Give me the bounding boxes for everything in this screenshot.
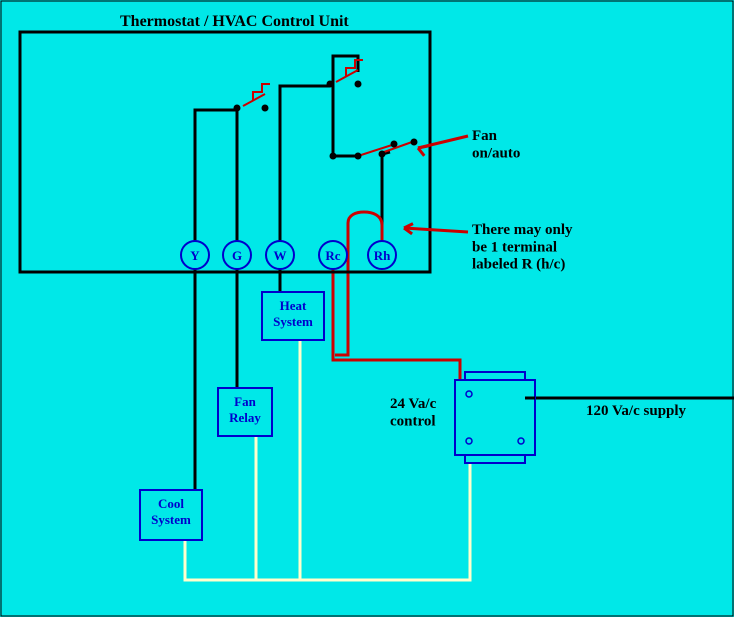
terminal-rh: Rh — [374, 248, 391, 263]
svg-text:Fan: Fan — [234, 394, 256, 409]
svg-text:Relay: Relay — [229, 410, 261, 425]
svg-text:There may only: There may only — [472, 222, 573, 238]
terminal-rc: Rc — [325, 248, 340, 263]
svg-text:24 Va/c: 24 Va/c — [390, 396, 437, 412]
svg-text:Cool: Cool — [158, 496, 184, 511]
svg-text:Thermostat / HVAC Control Unit: Thermostat / HVAC Control Unit — [120, 13, 349, 30]
svg-text:120 Va/c supply: 120 Va/c supply — [586, 403, 687, 419]
svg-text:on/auto: on/auto — [472, 145, 520, 161]
svg-text:labeled R (h/c): labeled R (h/c) — [472, 257, 565, 273]
svg-text:Fan: Fan — [472, 128, 498, 144]
diagram-canvas: Thermostat / HVAC Control Unit Y G W Rc Rh Hea… — [0, 0, 734, 617]
svg-text:be 1 terminal: be 1 terminal — [472, 239, 557, 255]
svg-text:System: System — [151, 512, 191, 527]
svg-text:Heat: Heat — [280, 298, 307, 313]
svg-text:System: System — [273, 314, 313, 329]
terminal-g: G — [232, 248, 242, 263]
svg-text:control: control — [390, 413, 436, 429]
terminal-y: Y — [190, 248, 200, 263]
terminal-w: W — [274, 248, 287, 263]
